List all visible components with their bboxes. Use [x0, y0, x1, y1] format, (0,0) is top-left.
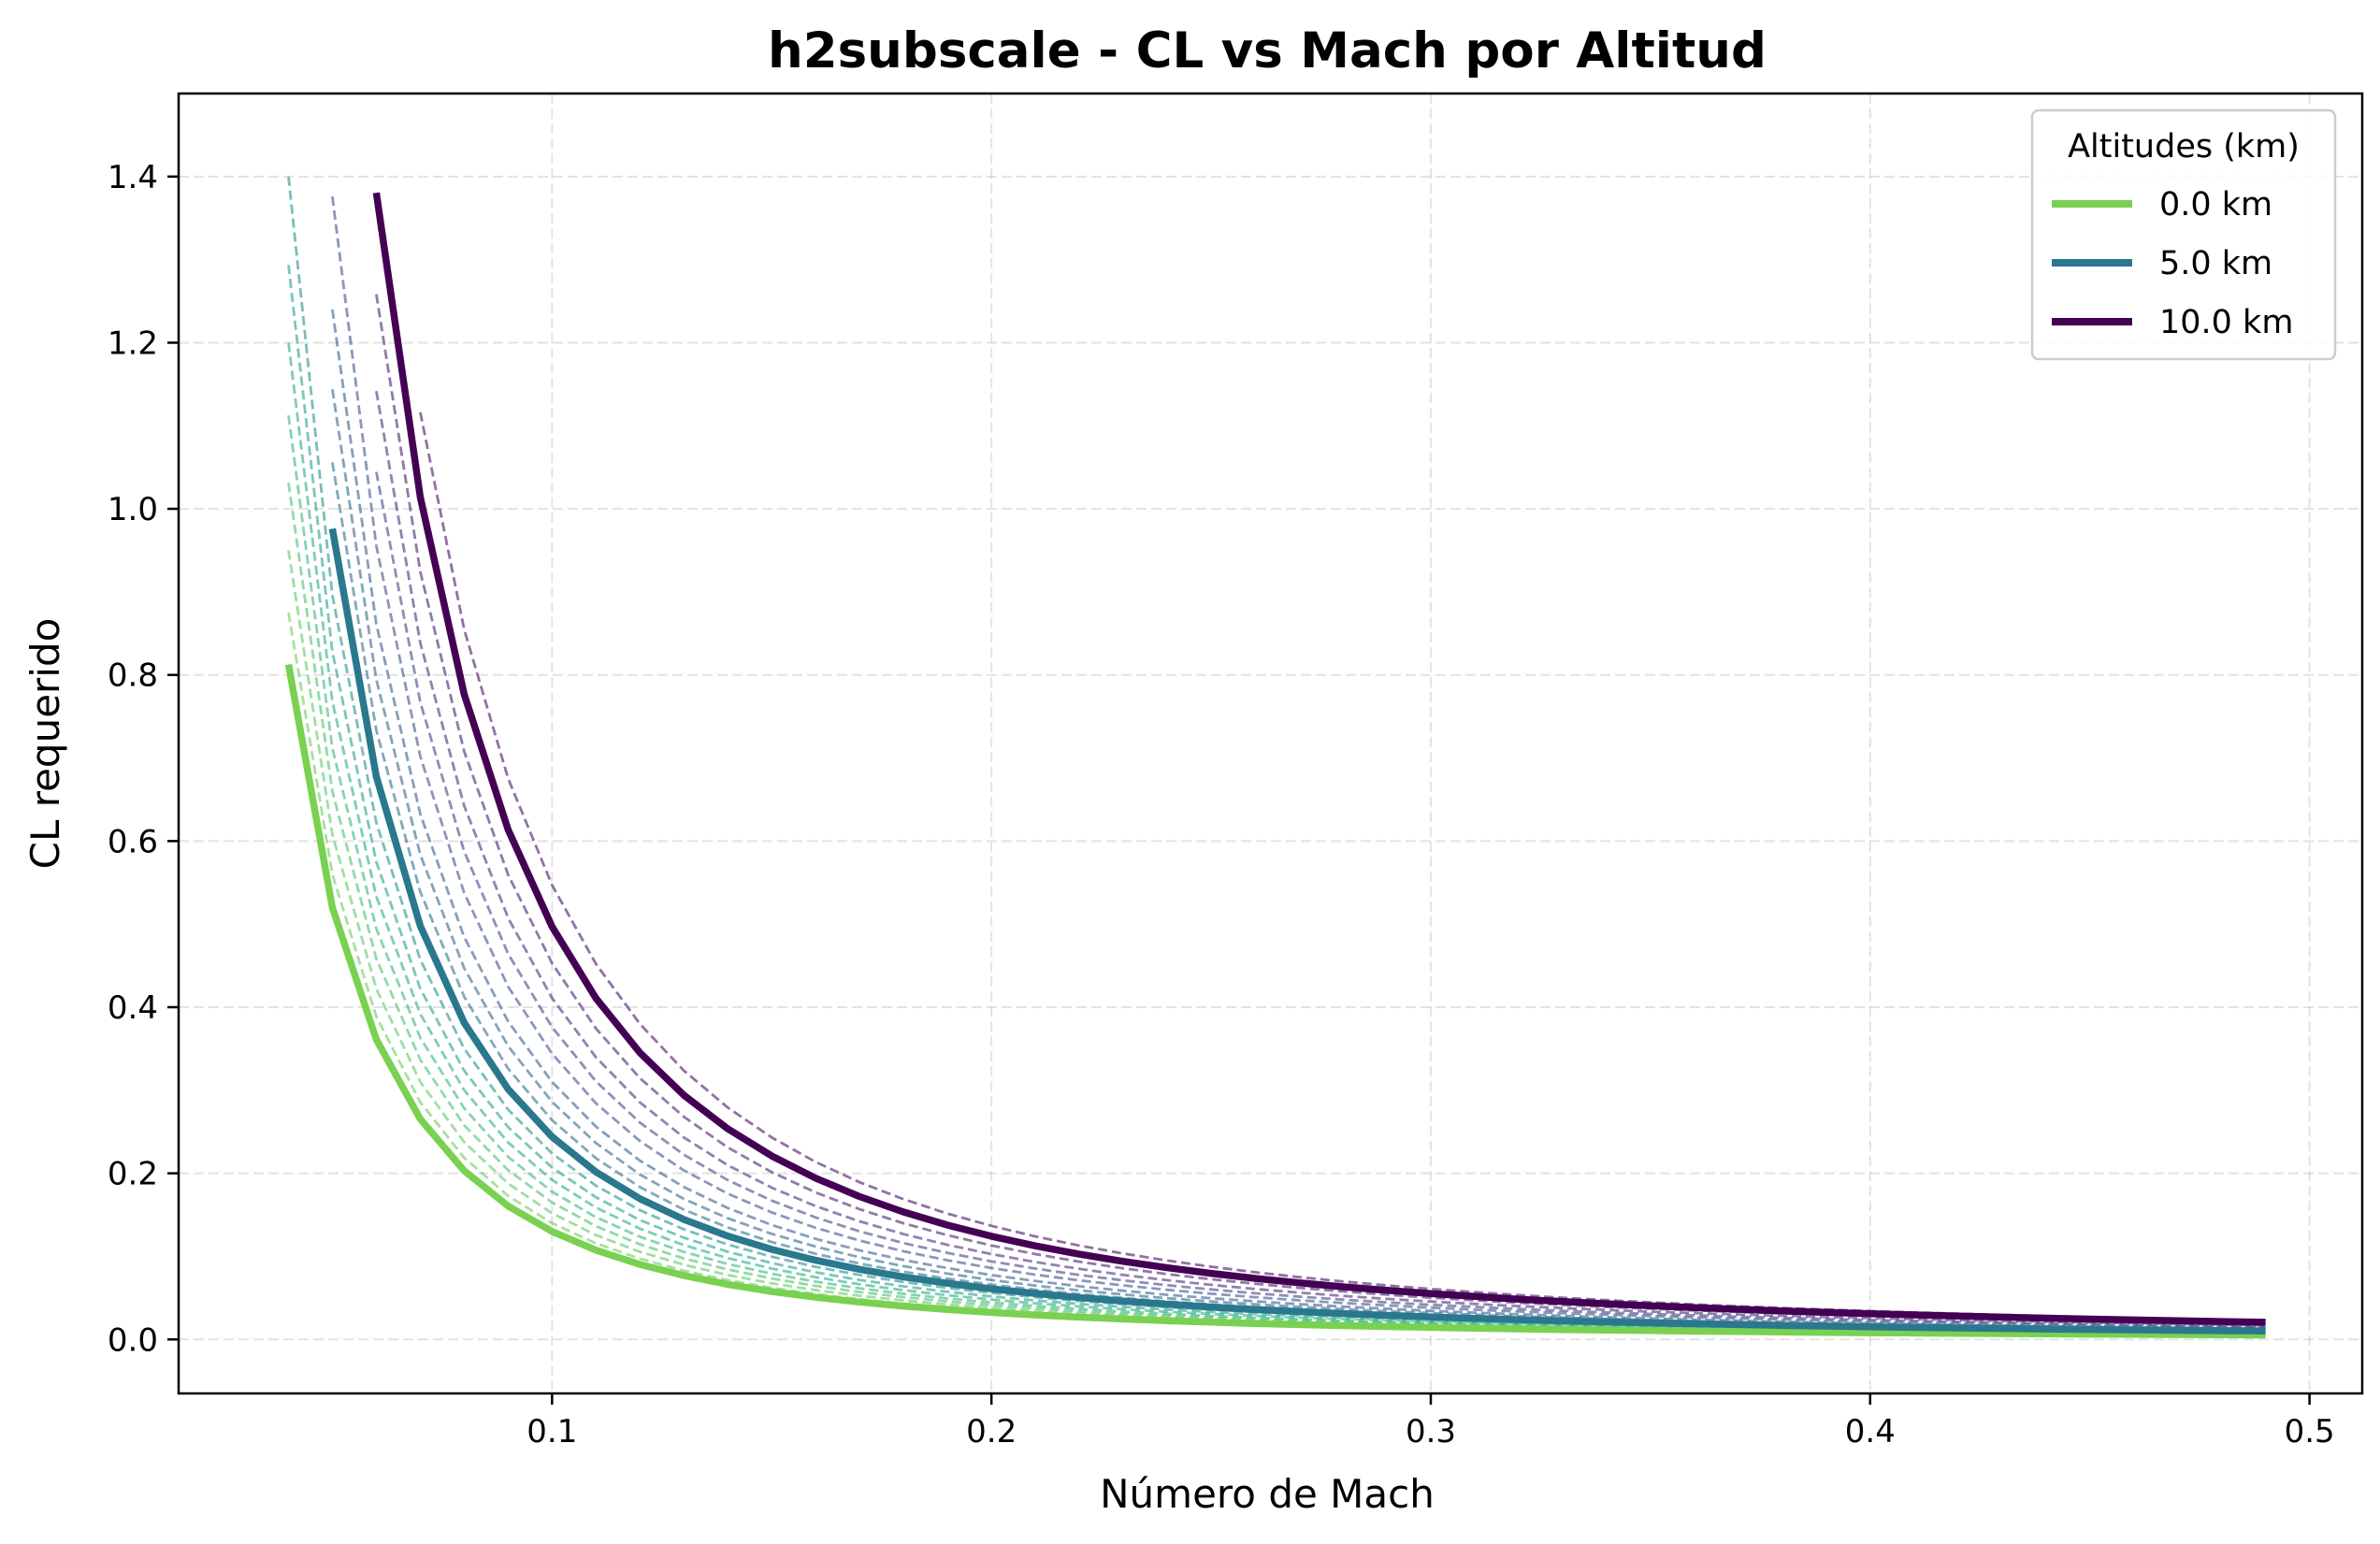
- chart-title: h2subscale - CL vs Mach por Altitud: [768, 22, 1767, 79]
- intermediate-series-line-9: [331, 309, 2266, 1331]
- legend-label-10km: 10.0 km: [2159, 304, 2293, 341]
- legend-label-5km: 5.0 km: [2159, 245, 2272, 282]
- main-series: [284, 192, 2266, 1339]
- y-tick-label: 0.2: [108, 1156, 158, 1193]
- y-axis-label: CL requerido: [22, 618, 68, 870]
- legend-label-0km: 0.0 km: [2159, 186, 2272, 224]
- legend: Altitudes (km) 0.0 km 5.0 km 10.0 km: [2030, 108, 2337, 361]
- x-tick-label: 0.3: [1406, 1413, 1456, 1450]
- x-tick-label: 0.4: [1845, 1413, 1896, 1450]
- plot-frame: [177, 92, 2364, 1395]
- plot-area: [179, 94, 2362, 1393]
- y-tick-label: 1.0: [108, 491, 158, 528]
- intermediate-series-line-0: [287, 612, 2266, 1336]
- x-axis-ticks: 0.1 0.2 0.3 0.4 0.5: [526, 1393, 2335, 1450]
- series-line-10-0-km: [372, 192, 2266, 1326]
- y-axis-ticks: 0.0 0.2 0.4 0.6 0.8 1.0 1.2 1.4: [108, 159, 179, 1359]
- series-line-0-0-km: [284, 663, 2266, 1339]
- x-axis-label: Número de Mach: [1100, 1471, 1435, 1517]
- legend-box: [2030, 108, 2337, 361]
- y-tick-label: 0.6: [108, 823, 158, 860]
- y-tick-label: 0.8: [108, 657, 158, 695]
- x-tick-label: 0.2: [966, 1413, 1017, 1450]
- y-tick-label: 1.2: [108, 325, 158, 362]
- y-tick-label: 1.4: [108, 159, 158, 196]
- y-tick-label: 0.4: [108, 989, 158, 1027]
- x-tick-label: 0.1: [526, 1413, 577, 1450]
- intermediate-series-line-12: [375, 391, 2266, 1327]
- x-tick-label: 0.5: [2285, 1413, 2335, 1450]
- series-line-5-0-km: [328, 527, 2266, 1335]
- legend-title: Altitudes (km): [2068, 128, 2300, 166]
- intermediate-series-line-10: [331, 195, 2266, 1329]
- y-tick-label: 0.0: [108, 1321, 158, 1359]
- intermediate-series-line-11: [375, 471, 2266, 1328]
